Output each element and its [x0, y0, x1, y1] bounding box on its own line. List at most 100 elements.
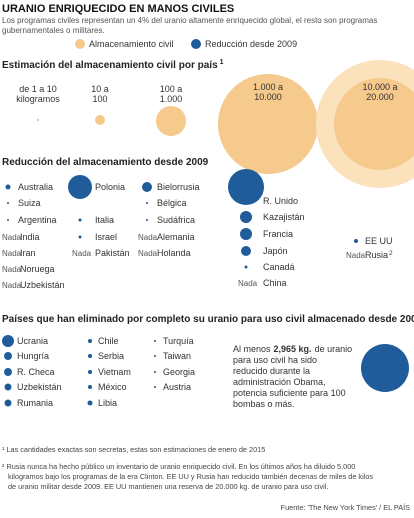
size-label: 10.000 [254, 92, 282, 102]
dot [4, 399, 12, 407]
size-scale: de 1 a 10 kilogramos 10 a 100 100 a 1.00… [16, 60, 414, 188]
legend-label: Reducción desde 2009 [205, 39, 297, 49]
country: R. Checa [17, 367, 55, 377]
size-label: 10 a [91, 84, 109, 94]
size-label: 20.000 [366, 92, 394, 102]
none-label: Nada [2, 249, 22, 258]
dot [240, 211, 252, 223]
country: Alemania [157, 232, 195, 242]
country: Ucrania [17, 336, 48, 346]
dot [7, 219, 9, 221]
note-line: Al menos 2,965 kg. de uranio [233, 344, 352, 354]
dot [78, 218, 82, 222]
dot [5, 184, 11, 190]
country: Pakistán [95, 248, 130, 258]
country: Bielorrusia [157, 182, 200, 192]
section-heading: Países que han eliminado por completo su… [2, 314, 414, 325]
size-label: 10.000 a [362, 82, 397, 92]
dot [68, 175, 92, 199]
eliminated-list: Ucrania Hungría R. Checa Uzbekistán Ruma… [2, 335, 195, 408]
country: Turquía [163, 336, 194, 346]
size-label: 1.000 [160, 94, 183, 104]
title: URANIO ENRIQUECIDO EN MANOS CIVILES [2, 3, 234, 15]
total-circle [361, 344, 409, 392]
country: Uzbekistán [17, 382, 62, 392]
country: China [263, 278, 287, 288]
legend-label: Almacenamiento civil [89, 39, 174, 49]
footnote: de uranio militar desde 2009. EE UU mant… [8, 482, 328, 491]
size-circle-inner [334, 78, 414, 170]
country: Kazajistán [263, 212, 305, 222]
dot [88, 385, 92, 389]
country: EE UU [365, 236, 393, 246]
country: Noruega [20, 264, 55, 274]
dot [4, 383, 12, 391]
dot [244, 265, 248, 269]
dot [78, 235, 82, 239]
size-circle [218, 74, 318, 174]
country: India [20, 232, 40, 242]
dot [88, 354, 92, 358]
intro: gubernamentales o militares. [2, 26, 105, 35]
size-label: 100 a [160, 84, 183, 94]
country: Taiwan [163, 351, 191, 361]
country: Israel [95, 232, 117, 242]
country: Georgia [163, 367, 195, 377]
section-heading: Estimación del almacenamiento civil por … [2, 59, 224, 71]
intro: Los programas civiles representan un 4% … [2, 16, 377, 25]
country: Sudáfrica [157, 215, 195, 225]
country: Japón [263, 246, 288, 256]
none-label: Nada [2, 265, 22, 274]
dot [87, 400, 93, 406]
size-label: 1.000 a [253, 82, 283, 92]
note: Al menos 2,965 kg. de uranio para uso civi… [233, 344, 409, 409]
dot [4, 352, 12, 360]
country: Serbia [98, 351, 124, 361]
note-line: potencia suficiente para 100 [233, 388, 346, 398]
dot [2, 335, 14, 347]
size-circle [95, 115, 105, 125]
dot [146, 219, 148, 221]
source: Fuente: 'The New York Times' / EL PAÍS [281, 503, 410, 512]
country: Canadá [263, 262, 295, 272]
country: Austria [163, 382, 191, 392]
size-label: kilogramos [16, 94, 60, 104]
size-label: de 1 a 10 [19, 84, 57, 94]
dot [354, 239, 358, 243]
country: Vietnam [98, 367, 131, 377]
note-line: para uso civil ha sido [233, 355, 317, 365]
dot [7, 202, 9, 204]
dot [154, 340, 156, 342]
dot [154, 386, 156, 388]
legend-swatch [191, 39, 201, 49]
country: Holanda [157, 248, 191, 258]
country: Rusia2 [365, 250, 393, 260]
legend-swatch [75, 39, 85, 49]
country: Iran [20, 248, 36, 258]
country: Chile [98, 336, 119, 346]
country: R. Unido [263, 196, 298, 206]
note-line: bombas o más. [233, 399, 295, 409]
dot [142, 182, 152, 192]
dot [240, 228, 252, 240]
country: Uzbekistán [20, 280, 65, 290]
dot [4, 368, 12, 376]
dot [241, 246, 251, 256]
country: Australia [18, 182, 53, 192]
dot [228, 169, 264, 205]
size-label: 100 [92, 94, 107, 104]
country: Hungría [17, 351, 49, 361]
none-label: Nada [138, 249, 158, 258]
none-label: Nada [2, 281, 22, 290]
country: Italia [95, 215, 114, 225]
size-circle [156, 106, 186, 136]
dot [88, 339, 92, 343]
note-line: reducido durante la [233, 366, 310, 376]
country: Francia [263, 229, 293, 239]
country: Suiza [18, 198, 41, 208]
dot [146, 202, 148, 204]
none-label: Nada [346, 251, 366, 260]
dot [154, 355, 156, 357]
footnote: kilogramos bajo los programas de la era … [8, 472, 373, 481]
